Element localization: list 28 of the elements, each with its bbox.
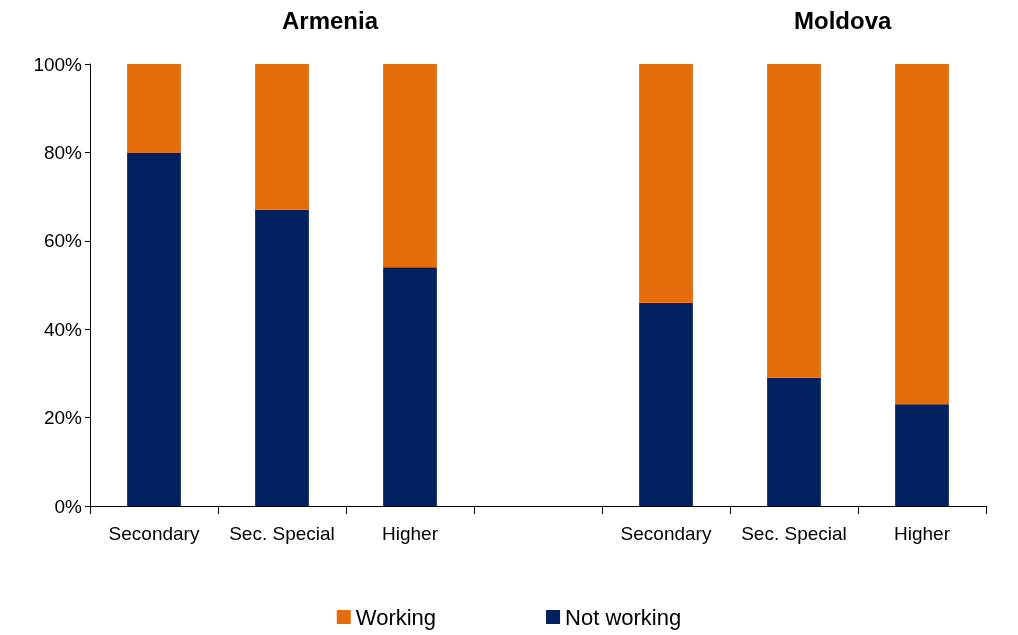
x-tick-label: Higher bbox=[382, 523, 439, 544]
bar bbox=[767, 64, 821, 378]
bar bbox=[255, 209, 309, 506]
bar bbox=[255, 64, 309, 210]
y-tick-label: 100% bbox=[33, 53, 83, 75]
x-tick-label: Secondary bbox=[108, 523, 200, 544]
bar bbox=[383, 64, 437, 268]
text: Moldova bbox=[794, 6, 892, 34]
legend-label: Working bbox=[355, 604, 437, 630]
y-tick-label: 60% bbox=[43, 230, 83, 252]
x-tick-label: Higher bbox=[894, 523, 951, 544]
bar bbox=[639, 64, 693, 303]
bar bbox=[127, 64, 181, 153]
bar bbox=[639, 302, 693, 506]
legend-label: Not working bbox=[565, 604, 682, 630]
text: Armenia bbox=[281, 6, 379, 34]
y-tick-label: 40% bbox=[43, 318, 83, 340]
y-tick-label: 0% bbox=[54, 495, 83, 517]
bar bbox=[127, 152, 181, 506]
bar bbox=[383, 267, 437, 506]
x-tick-label: Secondary bbox=[620, 523, 712, 544]
x-tick-label: Sec. Special bbox=[741, 523, 847, 544]
bar bbox=[767, 377, 821, 506]
bar bbox=[895, 404, 949, 506]
x-tick-label: Sec. Special bbox=[229, 523, 335, 544]
bar bbox=[895, 64, 949, 405]
y-tick-label: 80% bbox=[43, 141, 83, 163]
y-tick-label: 20% bbox=[43, 407, 83, 429]
